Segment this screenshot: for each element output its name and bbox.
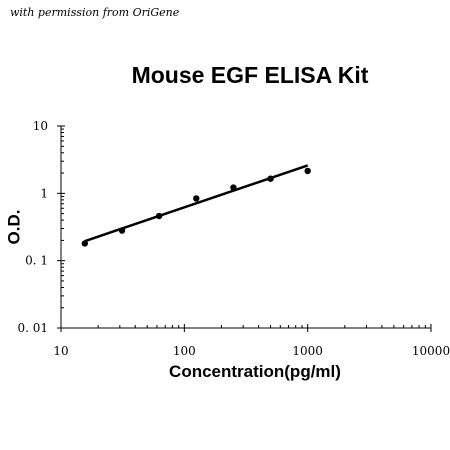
chart-ticks: 0. 01 0. 1 1 10 10 100 1000 10000 <box>17 119 450 358</box>
x-tick-label: 1000 <box>292 344 323 358</box>
x-tick-label: 10 <box>53 344 68 358</box>
data-point <box>118 227 126 234</box>
chart-title: Mouse EGF ELISA Kit <box>131 62 369 88</box>
data-point <box>81 240 89 247</box>
data-point <box>304 167 311 175</box>
fit-line-group <box>84 164 309 243</box>
permission-credit: with permission from OriGene <box>10 6 180 19</box>
y-axis-label: O.D. <box>5 210 24 245</box>
y-tick-label: 0. 01 <box>17 321 48 335</box>
y-tick-label: 0. 1 <box>25 254 48 268</box>
chart-axes <box>60 126 431 329</box>
x-axis-label: Concentration(pg/ml) <box>169 362 341 381</box>
data-point <box>267 175 274 182</box>
y-tick-label: 1 <box>40 186 48 200</box>
data-points <box>81 167 311 247</box>
x-tick-label: 100 <box>173 344 196 358</box>
data-point <box>155 212 163 220</box>
x-tick-label: 10000 <box>412 344 450 358</box>
fit-line <box>84 164 309 243</box>
data-point <box>230 184 237 191</box>
data-point <box>193 195 200 202</box>
y-tick-label: 10 <box>33 119 48 133</box>
